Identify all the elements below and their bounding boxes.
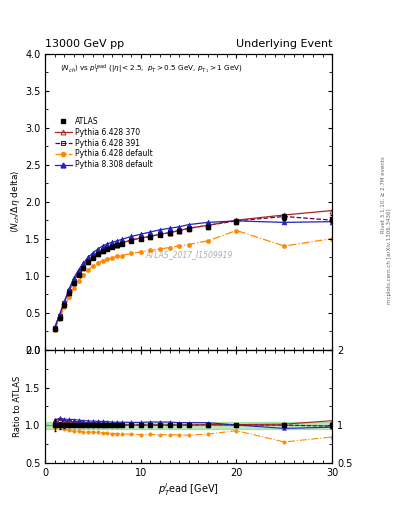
Text: ATLAS_2017_I1509919: ATLAS_2017_I1509919: [145, 250, 232, 260]
Y-axis label: Ratio to ATLAS: Ratio to ATLAS: [13, 376, 22, 437]
Legend: ATLAS, Pythia 6.428 370, Pythia 6.428 391, Pythia 6.428 default, Pythia 8.308 de: ATLAS, Pythia 6.428 370, Pythia 6.428 39…: [55, 117, 152, 169]
Text: 13000 GeV pp: 13000 GeV pp: [45, 38, 124, 49]
Text: Underlying Event: Underlying Event: [235, 38, 332, 49]
X-axis label: $p_T^l$ead [GeV]: $p_T^l$ead [GeV]: [158, 481, 219, 498]
Text: $\langle N_{ch}\rangle$ vs $p_T^{\rm lead}$ ($|\eta|<2.5,\ p_T>0.5$ GeV, $p_{T_1: $\langle N_{ch}\rangle$ vs $p_T^{\rm lea…: [60, 62, 242, 76]
Text: mcplots.cern.ch [arXiv:1306.3436]: mcplots.cern.ch [arXiv:1306.3436]: [387, 208, 391, 304]
Bar: [45, 422, 332, 429]
Text: Rivet 3.1.10, ≥ 2.7M events: Rivet 3.1.10, ≥ 2.7M events: [381, 156, 386, 233]
Y-axis label: $\langle N_{ch}/\Delta\eta\ \mathrm{delta}\rangle$: $\langle N_{ch}/\Delta\eta\ \mathrm{delt…: [9, 170, 22, 233]
